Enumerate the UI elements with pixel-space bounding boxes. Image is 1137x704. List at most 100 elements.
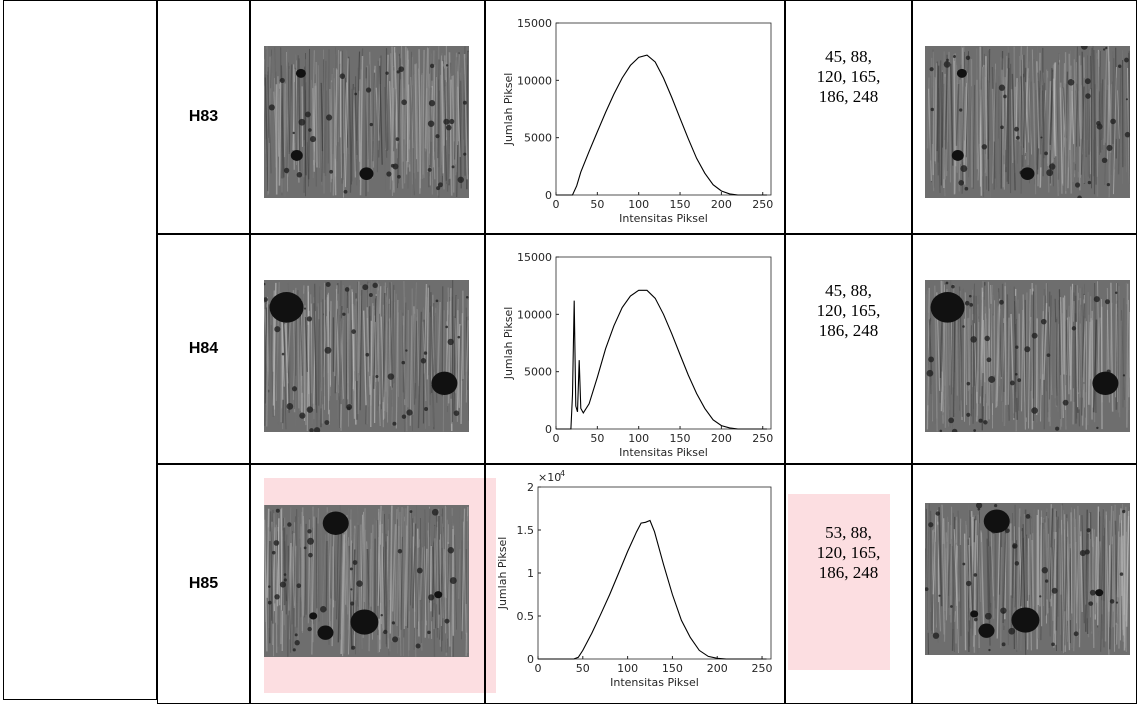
- pit: [1017, 378, 1021, 382]
- pit: [1000, 607, 1006, 613]
- pit: [1014, 127, 1019, 132]
- texture: [462, 68, 463, 154]
- photo: [925, 46, 1130, 198]
- texture: [927, 504, 928, 632]
- texture: [1104, 528, 1105, 648]
- threshold-line: 186, 248: [786, 321, 911, 341]
- y-tick-label: 5000: [524, 132, 552, 145]
- y-tick-label: 0.5: [517, 610, 535, 623]
- pit: [401, 99, 407, 105]
- x-tick-label: 100: [628, 432, 649, 445]
- y-tick-label: 1.5: [517, 524, 535, 537]
- pit: [1096, 427, 1098, 429]
- droplet: [434, 591, 442, 598]
- pit: [362, 284, 368, 290]
- droplet: [957, 69, 967, 78]
- texture: [328, 49, 329, 163]
- pit: [958, 180, 964, 186]
- pit: [430, 64, 434, 68]
- photo: [264, 280, 469, 432]
- pit: [293, 648, 296, 651]
- y-tick-label: 15000: [517, 17, 552, 30]
- pit: [268, 585, 271, 588]
- y-tick-label: 0: [545, 423, 552, 436]
- pit: [354, 93, 357, 96]
- texture: [326, 541, 327, 611]
- x-tick-label: 150: [670, 432, 691, 445]
- pit: [345, 287, 350, 292]
- pit: [927, 370, 934, 377]
- texture: [932, 50, 933, 144]
- texture: [1123, 298, 1124, 407]
- droplet: [984, 510, 1010, 533]
- pit: [392, 422, 396, 426]
- pit: [284, 168, 289, 173]
- y-tick-label: 2: [527, 481, 534, 494]
- pit: [928, 356, 934, 362]
- pit: [1024, 346, 1030, 352]
- pit: [406, 409, 412, 415]
- pit: [1088, 181, 1091, 184]
- y-tick-label: 10000: [517, 74, 552, 87]
- texture: [1008, 318, 1009, 405]
- pit: [445, 326, 448, 329]
- texture: [1055, 322, 1056, 398]
- x-tick-label: 150: [662, 662, 683, 675]
- pit: [454, 410, 460, 416]
- pit: [449, 119, 454, 124]
- pit: [401, 361, 405, 365]
- pit: [428, 168, 432, 172]
- pit: [951, 285, 955, 289]
- pit: [326, 114, 332, 120]
- image-cell: [250, 0, 485, 234]
- pit: [280, 78, 285, 83]
- pit: [938, 595, 940, 597]
- droplet: [270, 292, 304, 323]
- x-tick-label: 50: [576, 662, 590, 675]
- pit: [985, 613, 992, 620]
- pit: [284, 573, 287, 576]
- pit: [353, 560, 358, 565]
- result-image-cell: [912, 234, 1137, 464]
- pit: [966, 56, 970, 60]
- texture: [1105, 511, 1106, 641]
- pit: [1089, 601, 1094, 606]
- pit: [1008, 628, 1015, 635]
- pit: [268, 601, 272, 605]
- x-tick-label: 200: [711, 198, 732, 211]
- photo: [264, 505, 469, 657]
- x-tick-label: 0: [553, 432, 560, 445]
- texture: [1001, 547, 1002, 648]
- pit: [458, 177, 464, 183]
- pit: [1063, 400, 1069, 406]
- texture: [931, 511, 932, 631]
- texture: [1126, 507, 1127, 652]
- pit: [973, 429, 976, 432]
- x-tick-label: 50: [590, 198, 604, 211]
- pit: [396, 137, 400, 141]
- threshold-line: 53, 88,: [786, 523, 911, 543]
- threshold-cell: 45, 88,120, 165,186, 248: [785, 234, 912, 464]
- texture: [944, 52, 945, 180]
- pit: [304, 547, 307, 550]
- pit: [383, 630, 387, 634]
- pit: [299, 119, 306, 126]
- threshold-cell: 45, 88,120, 165,186, 248: [785, 0, 912, 234]
- pit: [452, 165, 455, 168]
- pit: [405, 349, 407, 351]
- texture: [982, 288, 983, 374]
- pit: [1125, 132, 1130, 137]
- pit: [966, 413, 970, 417]
- x-axis-label: Intensitas Piksel: [610, 676, 699, 689]
- pit: [369, 293, 373, 297]
- pit: [1026, 514, 1031, 519]
- pit: [342, 313, 345, 316]
- pit: [381, 614, 383, 616]
- texture: [1005, 286, 1006, 405]
- droplet: [318, 625, 334, 639]
- y-axis-label: Jumlah Piksel: [502, 307, 515, 381]
- pit: [944, 61, 951, 68]
